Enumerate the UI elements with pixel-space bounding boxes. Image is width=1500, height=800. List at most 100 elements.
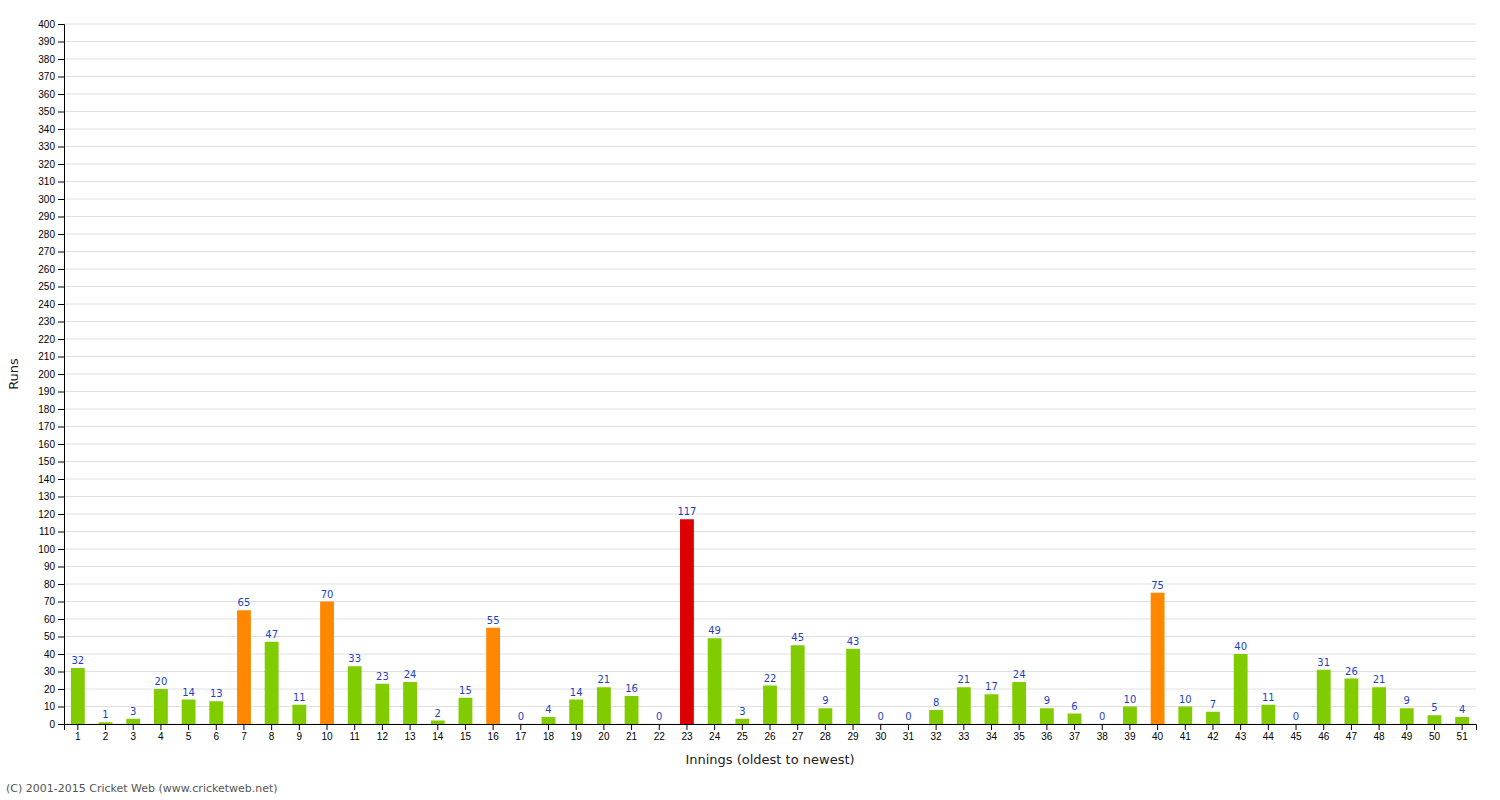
data-label: 9 <box>1044 695 1050 706</box>
y-tick: 270 <box>38 246 64 257</box>
grid-line <box>64 216 1476 217</box>
x-tick: 28 <box>820 724 832 742</box>
x-tick-label: 22 <box>654 731 666 742</box>
x-tick-label: 32 <box>931 731 943 742</box>
x-tick-label: 38 <box>1097 731 1109 742</box>
data-label: 1 <box>102 709 108 720</box>
x-tick-label: 24 <box>709 731 721 742</box>
tick-mark <box>58 304 64 305</box>
data-label: 3 <box>739 706 745 717</box>
tick-mark <box>58 322 64 323</box>
bar <box>431 721 445 725</box>
x-tick-label: 43 <box>1235 731 1247 742</box>
tick-mark <box>936 724 937 730</box>
bar <box>237 610 251 724</box>
tick-mark <box>58 497 64 498</box>
y-tick-label: 190 <box>38 386 55 397</box>
x-tick-label: 30 <box>875 731 887 742</box>
bar <box>1234 654 1248 724</box>
x-tick-label: 7 <box>241 731 247 742</box>
y-tick-label: 310 <box>38 176 55 187</box>
grid-line <box>64 566 1476 567</box>
data-label: 117 <box>677 506 696 517</box>
data-label: 16 <box>625 683 638 694</box>
bar <box>486 628 500 724</box>
bar <box>320 602 334 725</box>
data-label: 20 <box>155 676 168 687</box>
bar <box>597 687 611 724</box>
grid-line <box>64 146 1476 147</box>
x-tick-label: 25 <box>737 731 749 742</box>
x-tick: 13 <box>405 724 417 742</box>
bar <box>818 708 832 724</box>
bar <box>1151 593 1165 724</box>
x-tick-label: 27 <box>792 731 804 742</box>
tick-mark <box>58 444 64 445</box>
data-label: 33 <box>348 653 361 664</box>
tick-mark <box>58 584 64 585</box>
data-label: 17 <box>985 681 998 692</box>
tick-mark <box>58 567 64 568</box>
data-label: 0 <box>518 711 524 722</box>
x-tick-label: 44 <box>1263 731 1275 742</box>
y-tick: 220 <box>38 334 64 345</box>
x-tick: 12 <box>377 724 389 742</box>
tick-mark <box>853 724 854 730</box>
grid-line <box>64 549 1476 550</box>
x-tick: 33 <box>958 724 970 742</box>
x-tick: 16 <box>488 724 500 742</box>
data-label: 10 <box>1179 694 1192 705</box>
y-tick-label: 30 <box>44 666 56 677</box>
tick-mark <box>58 357 64 358</box>
data-label: 5 <box>1431 702 1437 713</box>
grid-line <box>64 269 1476 270</box>
x-tick-label: 6 <box>213 731 219 742</box>
x-tick: 45 <box>1290 724 1302 742</box>
x-tick: 44 <box>1263 724 1275 742</box>
tick-mark <box>299 724 300 730</box>
tick-mark <box>1046 724 1047 730</box>
x-tick: 49 <box>1401 724 1413 742</box>
bar <box>791 645 805 724</box>
y-tick-label: 10 <box>44 701 56 712</box>
x-tick: 40 <box>1152 724 1164 742</box>
tick-mark <box>603 724 604 730</box>
grid-line <box>64 59 1476 60</box>
x-tick-label: 33 <box>958 731 970 742</box>
x-tick-label: 13 <box>405 731 417 742</box>
y-tick: 340 <box>38 124 64 135</box>
y-tick: 80 <box>44 579 64 590</box>
y-tick: 30 <box>44 666 64 677</box>
tick-mark <box>58 217 64 218</box>
tick-mark <box>58 514 64 515</box>
y-tick: 90 <box>44 561 64 572</box>
x-tick-label: 16 <box>488 731 500 742</box>
tick-mark <box>686 724 687 730</box>
data-label: 24 <box>1013 669 1026 680</box>
x-tick-label: 5 <box>186 731 192 742</box>
x-tick: 14 <box>432 724 444 742</box>
y-tick-label: 130 <box>38 491 55 502</box>
tick-mark <box>58 462 64 463</box>
grid-line <box>64 426 1476 427</box>
y-tick: 290 <box>38 211 64 222</box>
tick-mark <box>963 724 964 730</box>
grid-line <box>64 41 1476 42</box>
tick-mark <box>243 724 244 730</box>
y-tick-label: 180 <box>38 404 55 415</box>
footer: (C) 2001-2015 Cricket Web (www.cricketwe… <box>6 782 278 795</box>
grid <box>64 24 1476 724</box>
y-tick: 170 <box>38 421 64 432</box>
data-label: 21 <box>1373 674 1386 685</box>
x-tick-label: 20 <box>598 731 610 742</box>
x-tick-label: 17 <box>515 731 527 742</box>
tick-mark <box>58 689 64 690</box>
bar <box>71 668 85 724</box>
data-label: 55 <box>487 615 500 626</box>
tick-mark <box>58 339 64 340</box>
grid-line <box>64 321 1476 322</box>
grid-line <box>64 181 1476 182</box>
tick-mark <box>1157 724 1158 730</box>
x-tick: 21 <box>626 724 638 742</box>
bar <box>1317 670 1331 724</box>
